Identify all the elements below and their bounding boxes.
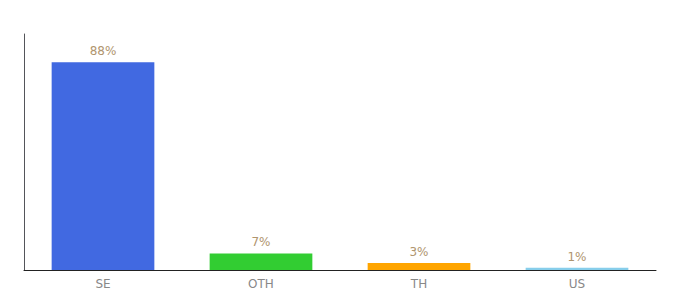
svg-text:7%: 7% [251, 235, 270, 249]
svg-text:OTH: OTH [248, 277, 274, 291]
svg-text:SE: SE [95, 277, 110, 291]
svg-text:88%: 88% [90, 44, 117, 58]
svg-text:TH: TH [410, 277, 427, 291]
svg-text:3%: 3% [409, 245, 428, 259]
svg-text:US: US [569, 277, 585, 291]
svg-text:1%: 1% [567, 250, 586, 264]
